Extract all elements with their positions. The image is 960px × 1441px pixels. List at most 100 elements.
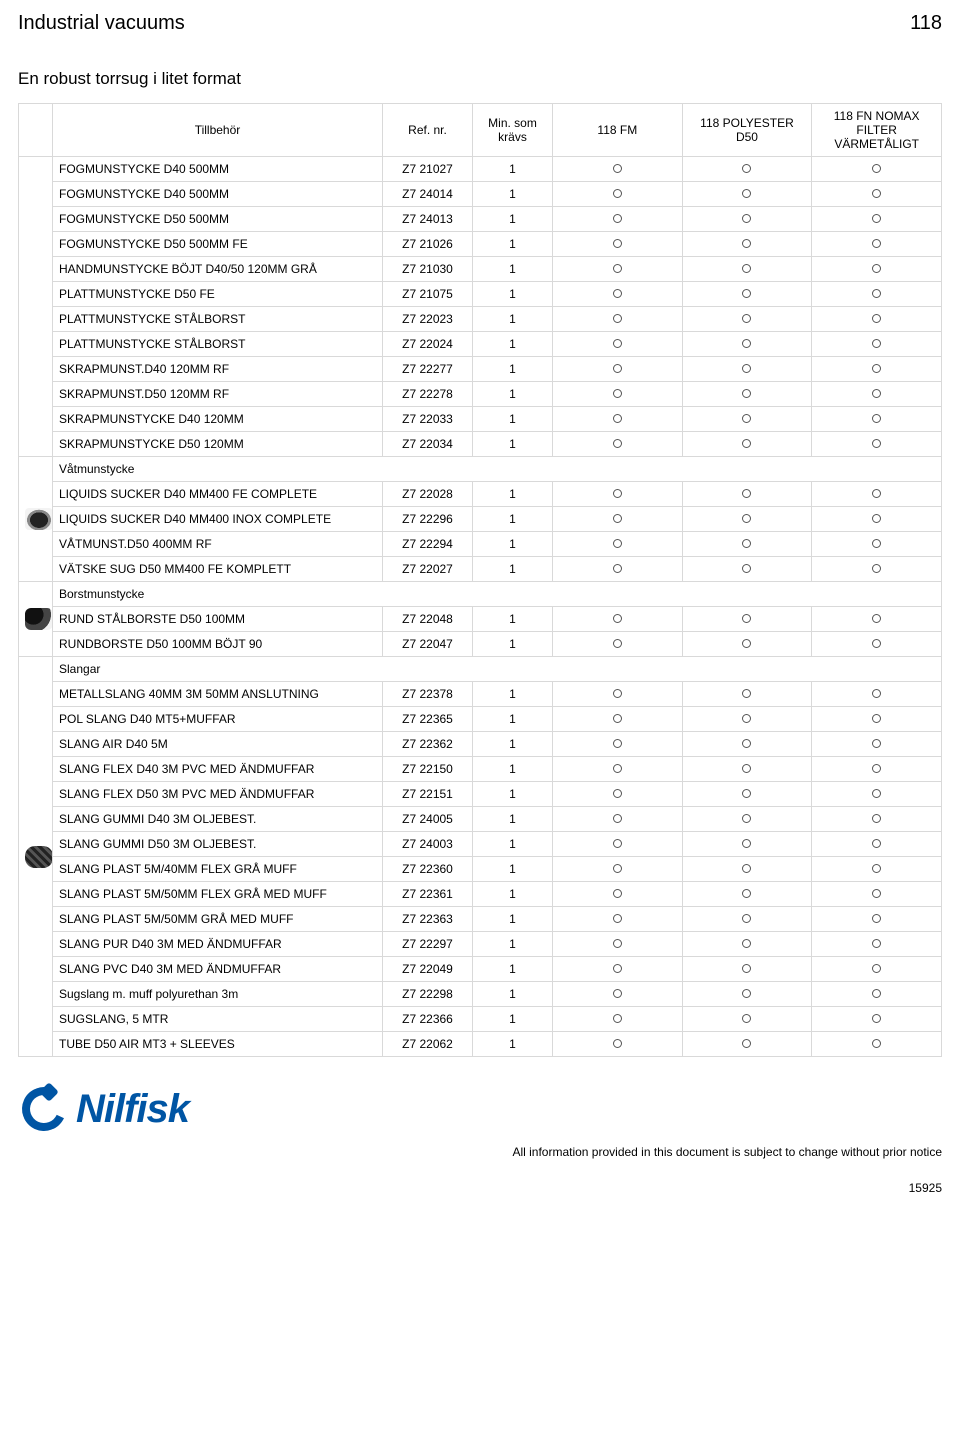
ref-number: Z7 22049 [383,957,473,982]
compatibility-cell [812,932,942,957]
ref-number: Z7 22361 [383,882,473,907]
compatible-marker-icon [742,489,751,498]
hose-icon [25,846,53,868]
table-row: FOGMUNSTYCKE D50 500MM FEZ7 210261 [19,232,942,257]
accessory-name: RUND STÅLBORSTE D50 100MM [53,607,383,632]
compatible-marker-icon [872,214,881,223]
compatibility-cell [812,1032,942,1057]
min-required: 1 [473,182,553,207]
compatible-marker-icon [613,1039,622,1048]
compatibility-cell [553,432,683,457]
compatibility-cell [812,532,942,557]
brand-logo: Nilfisk [18,1083,942,1135]
compatibility-cell [553,1032,683,1057]
compatibility-cell [812,207,942,232]
min-required: 1 [473,932,553,957]
compatibility-cell [682,532,812,557]
table-head: Tillbehör Ref. nr. Min. som krävs 118 FM… [19,104,942,157]
min-required: 1 [473,357,553,382]
compatibility-cell [553,282,683,307]
compatible-marker-icon [613,814,622,823]
compatibility-cell [812,257,942,282]
compatible-marker-icon [872,564,881,573]
compatible-marker-icon [613,1014,622,1023]
compatible-marker-icon [613,439,622,448]
min-required: 1 [473,282,553,307]
ref-number: Z7 22151 [383,782,473,807]
compatibility-cell [553,307,683,332]
compatibility-cell [553,507,683,532]
compatible-marker-icon [613,314,622,323]
table-row: PLATTMUNSTYCKE D50 FEZ7 210751 [19,282,942,307]
compatibility-cell [682,432,812,457]
compatibility-cell [553,857,683,882]
min-required: 1 [473,157,553,182]
min-required: 1 [473,782,553,807]
accessory-name: SLANG PVC D40 3M MED ÄNDMUFFAR [53,957,383,982]
compatible-marker-icon [742,364,751,373]
compatibility-cell [812,807,942,832]
compatibility-cell [553,207,683,232]
ref-number: Z7 22150 [383,757,473,782]
table-row: FOGMUNSTYCKE D50 500MMZ7 240131 [19,207,942,232]
compatible-marker-icon [872,889,881,898]
table-row: VÄTSKE SUG D50 MM400 FE KOMPLETTZ7 22027… [19,557,942,582]
table-row: SLANG PLAST 5M/40MM FLEX GRÅ MUFFZ7 2236… [19,857,942,882]
min-required: 1 [473,507,553,532]
accessory-name: PLATTMUNSTYCKE D50 FE [53,282,383,307]
compatible-marker-icon [613,864,622,873]
compatible-marker-icon [613,239,622,248]
ref-number: Z7 22033 [383,407,473,432]
ref-number: Z7 22360 [383,857,473,882]
section-header-row: Slangar [19,657,942,682]
compatible-marker-icon [742,189,751,198]
table-body: FOGMUNSTYCKE D40 500MMZ7 210271FOGMUNSTY… [19,157,942,1057]
min-required: 1 [473,407,553,432]
compatibility-cell [812,907,942,932]
ref-number: Z7 22366 [383,1007,473,1032]
compatible-marker-icon [872,414,881,423]
ref-number: Z7 22294 [383,532,473,557]
compatibility-cell [553,882,683,907]
compatibility-cell [682,507,812,532]
ref-number: Z7 22278 [383,382,473,407]
table-row: SLANG PLAST 5M/50MM GRÅ MED MUFFZ7 22363… [19,907,942,932]
compatibility-cell [553,732,683,757]
min-required: 1 [473,432,553,457]
compatible-marker-icon [872,814,881,823]
compatible-marker-icon [872,864,881,873]
compatibility-cell [682,407,812,432]
ref-number: Z7 21026 [383,232,473,257]
min-required: 1 [473,382,553,407]
nozzle-icon [25,508,53,530]
compatible-marker-icon [872,1039,881,1048]
compatibility-cell [682,482,812,507]
table-row: LIQUIDS SUCKER D40 MM400 INOX COMPLETEZ7… [19,507,942,532]
compatibility-cell [682,832,812,857]
ref-number: Z7 22298 [383,982,473,1007]
compatibility-cell [682,682,812,707]
compatibility-cell [553,982,683,1007]
accessory-name: VÅTMUNST.D50 400MM RF [53,532,383,557]
accessory-name: SKRAPMUNSTYCKE D50 120MM [53,432,383,457]
compatible-marker-icon [872,964,881,973]
compatibility-cell [682,957,812,982]
accessory-name: SKRAPMUNST.D40 120MM RF [53,357,383,382]
compatible-marker-icon [613,714,622,723]
compatibility-cell [682,907,812,932]
compatibility-cell [812,882,942,907]
compatible-marker-icon [742,1039,751,1048]
ref-number: Z7 22297 [383,932,473,957]
compatibility-cell [682,632,812,657]
compatible-marker-icon [613,289,622,298]
table-row: PLATTMUNSTYCKE STÅLBORSTZ7 220231 [19,307,942,332]
col-variant2-header: 118 POLYESTER D50 [682,104,812,157]
compatible-marker-icon [613,789,622,798]
compatible-marker-icon [742,564,751,573]
compatible-marker-icon [613,389,622,398]
min-required: 1 [473,832,553,857]
compatibility-cell [812,782,942,807]
min-required: 1 [473,907,553,932]
min-required: 1 [473,682,553,707]
ref-number: Z7 24005 [383,807,473,832]
